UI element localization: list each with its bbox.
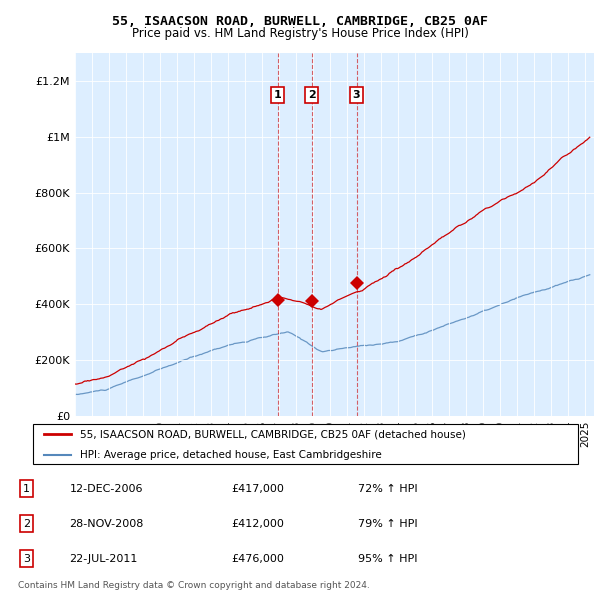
Text: £417,000: £417,000: [231, 484, 284, 494]
Text: 95% ↑ HPI: 95% ↑ HPI: [358, 553, 417, 563]
Text: 55, ISAACSON ROAD, BURWELL, CAMBRIDGE, CB25 0AF: 55, ISAACSON ROAD, BURWELL, CAMBRIDGE, C…: [112, 15, 488, 28]
Text: 72% ↑ HPI: 72% ↑ HPI: [358, 484, 417, 494]
Text: 2: 2: [308, 90, 316, 100]
Text: 79% ↑ HPI: 79% ↑ HPI: [358, 519, 417, 529]
Text: 2: 2: [23, 519, 30, 529]
Text: 3: 3: [23, 553, 30, 563]
FancyBboxPatch shape: [33, 424, 578, 464]
Text: 1: 1: [274, 90, 282, 100]
Text: 1: 1: [23, 484, 30, 494]
Text: 22-JUL-2011: 22-JUL-2011: [70, 553, 138, 563]
Text: £412,000: £412,000: [231, 519, 284, 529]
Text: 3: 3: [353, 90, 361, 100]
Text: 28-NOV-2008: 28-NOV-2008: [70, 519, 144, 529]
Text: Price paid vs. HM Land Registry's House Price Index (HPI): Price paid vs. HM Land Registry's House …: [131, 27, 469, 40]
Text: 12-DEC-2006: 12-DEC-2006: [70, 484, 143, 494]
Text: HPI: Average price, detached house, East Cambridgeshire: HPI: Average price, detached house, East…: [80, 450, 382, 460]
Text: £476,000: £476,000: [231, 553, 284, 563]
Text: Contains HM Land Registry data © Crown copyright and database right 2024.: Contains HM Land Registry data © Crown c…: [18, 581, 370, 590]
Text: 55, ISAACSON ROAD, BURWELL, CAMBRIDGE, CB25 0AF (detached house): 55, ISAACSON ROAD, BURWELL, CAMBRIDGE, C…: [80, 430, 466, 439]
